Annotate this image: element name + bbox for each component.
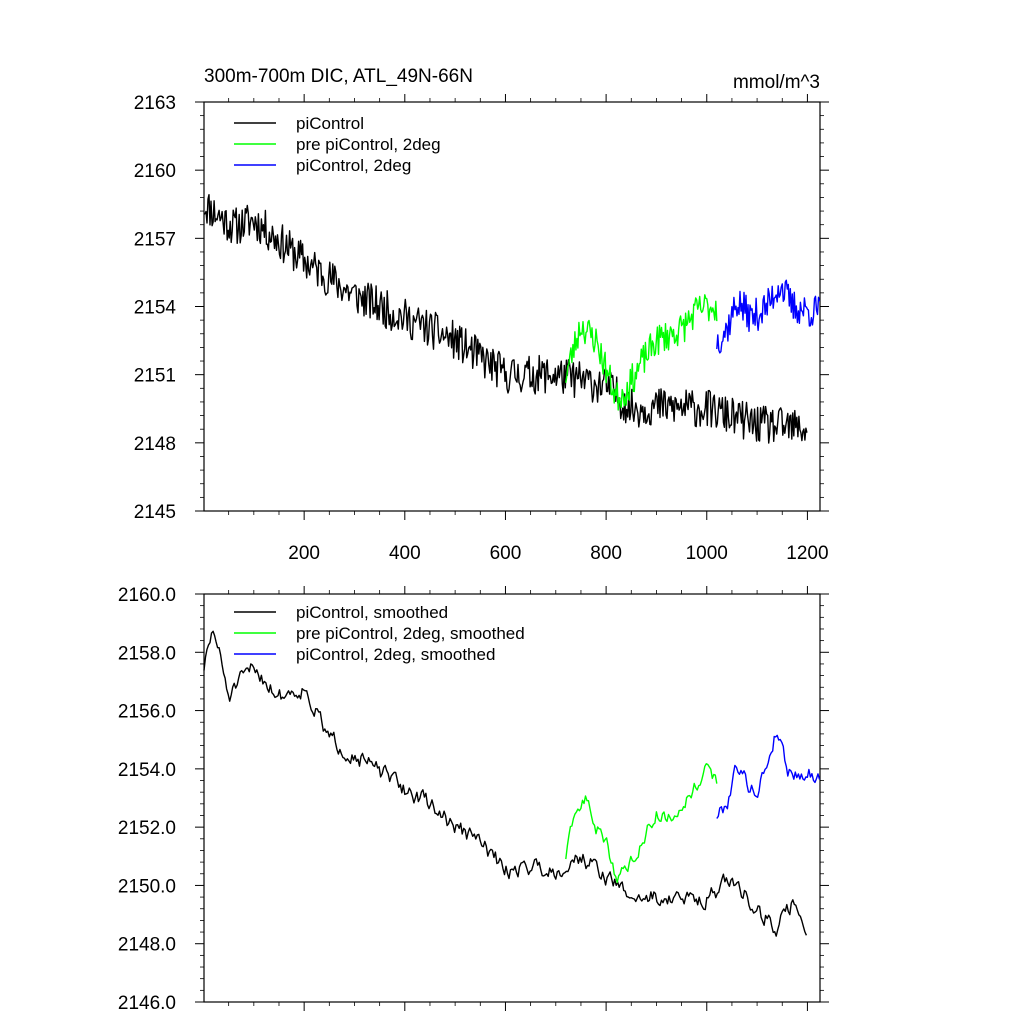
- legend-label: pre piControl, 2deg, smoothed: [296, 624, 525, 643]
- y-tick-label: 2154: [134, 298, 177, 319]
- series-line-0: [203, 193, 808, 444]
- y-tick-label: 2158.0: [118, 643, 176, 664]
- y-tick-label: 2145: [134, 502, 176, 523]
- series-line-2: [716, 734, 821, 819]
- x-tick-label: 800: [590, 543, 622, 564]
- legend-label: piControl, smoothed: [296, 603, 448, 622]
- series-line-1: [565, 294, 718, 411]
- series-line-1: [565, 763, 718, 884]
- legend-label: piControl: [296, 114, 364, 133]
- x-tick-label: 200: [288, 543, 320, 564]
- series-line-2: [716, 279, 821, 354]
- series-line-0: [203, 630, 808, 937]
- bottom-plot-frame: [203, 593, 821, 1003]
- y-tick-label: 2146.0: [118, 993, 176, 1014]
- top-chart-title: 300m-700m DIC, ATL_49N-66N: [204, 66, 473, 87]
- y-tick-label: 2156.0: [118, 702, 176, 723]
- top-panel: 300m-700m DIC, ATL_49N-66N mmol/m^3 200 4…: [134, 66, 829, 564]
- legend-label: piControl, 2deg, smoothed: [296, 645, 495, 664]
- x-tick-label: 400: [389, 543, 421, 564]
- y-tick-label: 2148.0: [118, 935, 176, 956]
- y-tick-label: 2151: [134, 366, 176, 387]
- legend-label: pre piControl, 2deg: [296, 135, 441, 154]
- x-tick-label: 1000: [686, 543, 728, 564]
- y-tick-label: 2163: [134, 93, 176, 114]
- units-label: mmol/m^3: [733, 72, 820, 93]
- y-tick-label: 2154.0: [118, 760, 176, 781]
- x-tick-label: 1200: [786, 543, 828, 564]
- legend-label: piControl, 2deg: [296, 156, 411, 175]
- y-tick-label: 2148: [134, 434, 176, 455]
- x-tick-label: 600: [490, 543, 522, 564]
- y-tick-label: 2152.0: [118, 818, 176, 839]
- y-tick-label: 2150.0: [118, 876, 176, 897]
- y-tick-label: 2160: [134, 161, 176, 182]
- y-tick-label: 2157: [134, 229, 176, 250]
- y-tick-label: 2160.0: [118, 585, 176, 606]
- bottom-panel: 2146.0 2148.0 2150.0 2152.0 2154.0 2156.0 2158…: [118, 585, 829, 1014]
